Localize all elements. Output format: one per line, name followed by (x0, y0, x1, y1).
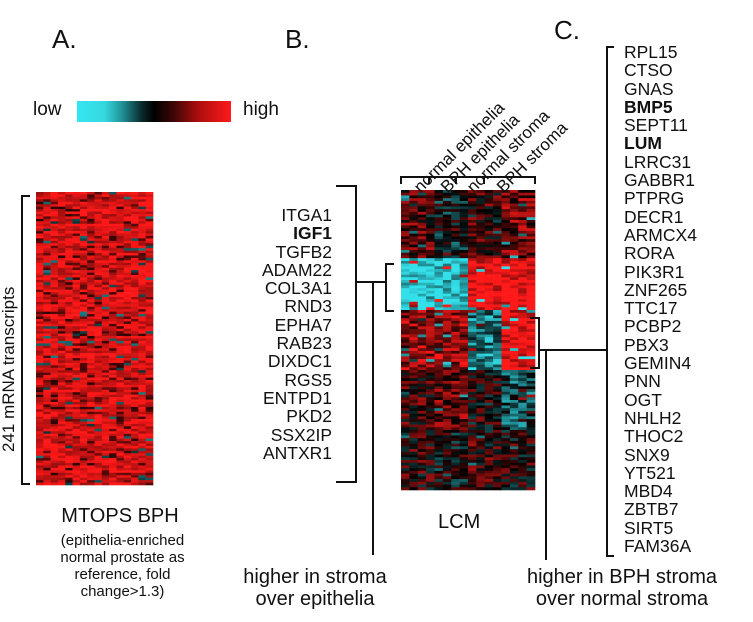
gene-list-b: ITGA1 IGF1 TGFB2 ADAM22 COL3A1 RND3 EPHA7 RAB23… (240, 206, 332, 462)
heatmap-b-label: LCM (438, 511, 481, 533)
panel-c-caption: higher in BPH stroma over normal stroma (502, 566, 742, 610)
gene-label: ZNF265 (624, 279, 688, 300)
gene-label: ZBTB7 (624, 499, 679, 520)
gene-label: MBD4 (624, 481, 673, 502)
panel-b-caption-line: over epithelia (255, 588, 375, 610)
connector-b-caption (356, 281, 374, 555)
gene-label: LRRC31 (624, 151, 692, 172)
gene-label: BMP5 (624, 96, 673, 117)
gene-label: PBX3 (624, 334, 669, 355)
heatmap-a (36, 192, 154, 486)
gene-list-c-bracket (606, 46, 614, 557)
gene-label: PKD2 (286, 406, 332, 427)
gene-label: GABBR1 (624, 170, 695, 191)
gene-label: IGF1 (293, 223, 332, 244)
gene-label: NHLH2 (624, 407, 682, 428)
panel-a-subtitle-line: reference, fold (74, 566, 171, 583)
cluster-bracket-c (530, 317, 540, 369)
gene-label: RGS5 (284, 369, 332, 390)
panel-letter-a: A. (52, 24, 77, 54)
panel-letter-b: B. (285, 24, 310, 54)
gene-list-c: RPL15 CTSO GNAS BMP5 SEPT11 LUM LRRC31 GABBR1 PT… (624, 42, 697, 557)
panel-b-caption-line: higher in stroma (243, 566, 387, 588)
gene-label: TTC17 (624, 298, 678, 319)
gene-label: PCBP2 (624, 316, 682, 337)
gene-label: LUM (624, 133, 662, 154)
gene-label: THOC2 (624, 426, 684, 447)
gene-label: ENTPD1 (262, 387, 332, 408)
gene-label: GEMIN4 (624, 353, 692, 374)
gene-label: YT521 (624, 462, 676, 483)
gene-label: ARMCX4 (624, 224, 697, 245)
gene-list-b-bracket (336, 185, 357, 483)
gene-label: RORA (624, 243, 675, 264)
panel-a-subtitle-line: normal prostate as (60, 549, 185, 566)
gene-label: TGFB2 (275, 241, 332, 262)
gene-label: ANTXR1 (262, 442, 332, 463)
gene-label: EPHA7 (274, 314, 332, 335)
gene-label: CTSO (624, 60, 673, 81)
panel-c-caption-line: over normal stroma (535, 588, 709, 610)
gene-label: DECR1 (624, 206, 684, 227)
legend-low-label: low (33, 99, 62, 120)
gene-label: PTPRG (624, 188, 685, 209)
cluster-bracket-b (385, 263, 394, 312)
gene-label: DIXDC1 (267, 351, 332, 372)
panel-a-subtitle-line: (epithelia-enriched (60, 532, 185, 549)
gene-label: SNX9 (624, 444, 670, 465)
gene-label: RPL15 (624, 42, 678, 62)
panel-a-bracket (21, 195, 30, 485)
color-legend-bar (77, 101, 231, 122)
rows-label: 241 mRNA transcripts (0, 283, 19, 455)
panel-a-title: MTOPS BPH (61, 505, 179, 527)
gene-label: ITGA1 (281, 205, 332, 225)
gene-label: OGT (624, 389, 662, 410)
gene-label: ADAM22 (261, 259, 332, 280)
gene-label: SIRT5 (624, 517, 674, 538)
gene-label: COL3A1 (264, 278, 332, 299)
panel-letter-c: C. (554, 15, 580, 45)
column-bracket (400, 176, 536, 184)
legend-high-label: high (243, 99, 279, 120)
panel-a-subtitle: (epithelia-enriched normal prostate as r… (30, 532, 215, 600)
gene-label: SSX2IP (270, 424, 332, 445)
gene-label: SEPT11 (624, 115, 688, 136)
gene-label: PIK3R1 (624, 261, 685, 282)
gene-label: RAB23 (276, 333, 332, 354)
gene-label: RND3 (284, 296, 332, 317)
heatmap-b (401, 190, 536, 491)
panel-b-caption: higher in stroma over epithelia (225, 566, 405, 610)
panel-a-subtitle-line: change>1.3) (80, 583, 165, 600)
gene-label: GNAS (624, 78, 674, 99)
panel-c-caption-line: higher in BPH stroma (526, 566, 718, 588)
gene-label: FAM36A (624, 536, 692, 557)
gene-label: PNN (624, 371, 661, 392)
